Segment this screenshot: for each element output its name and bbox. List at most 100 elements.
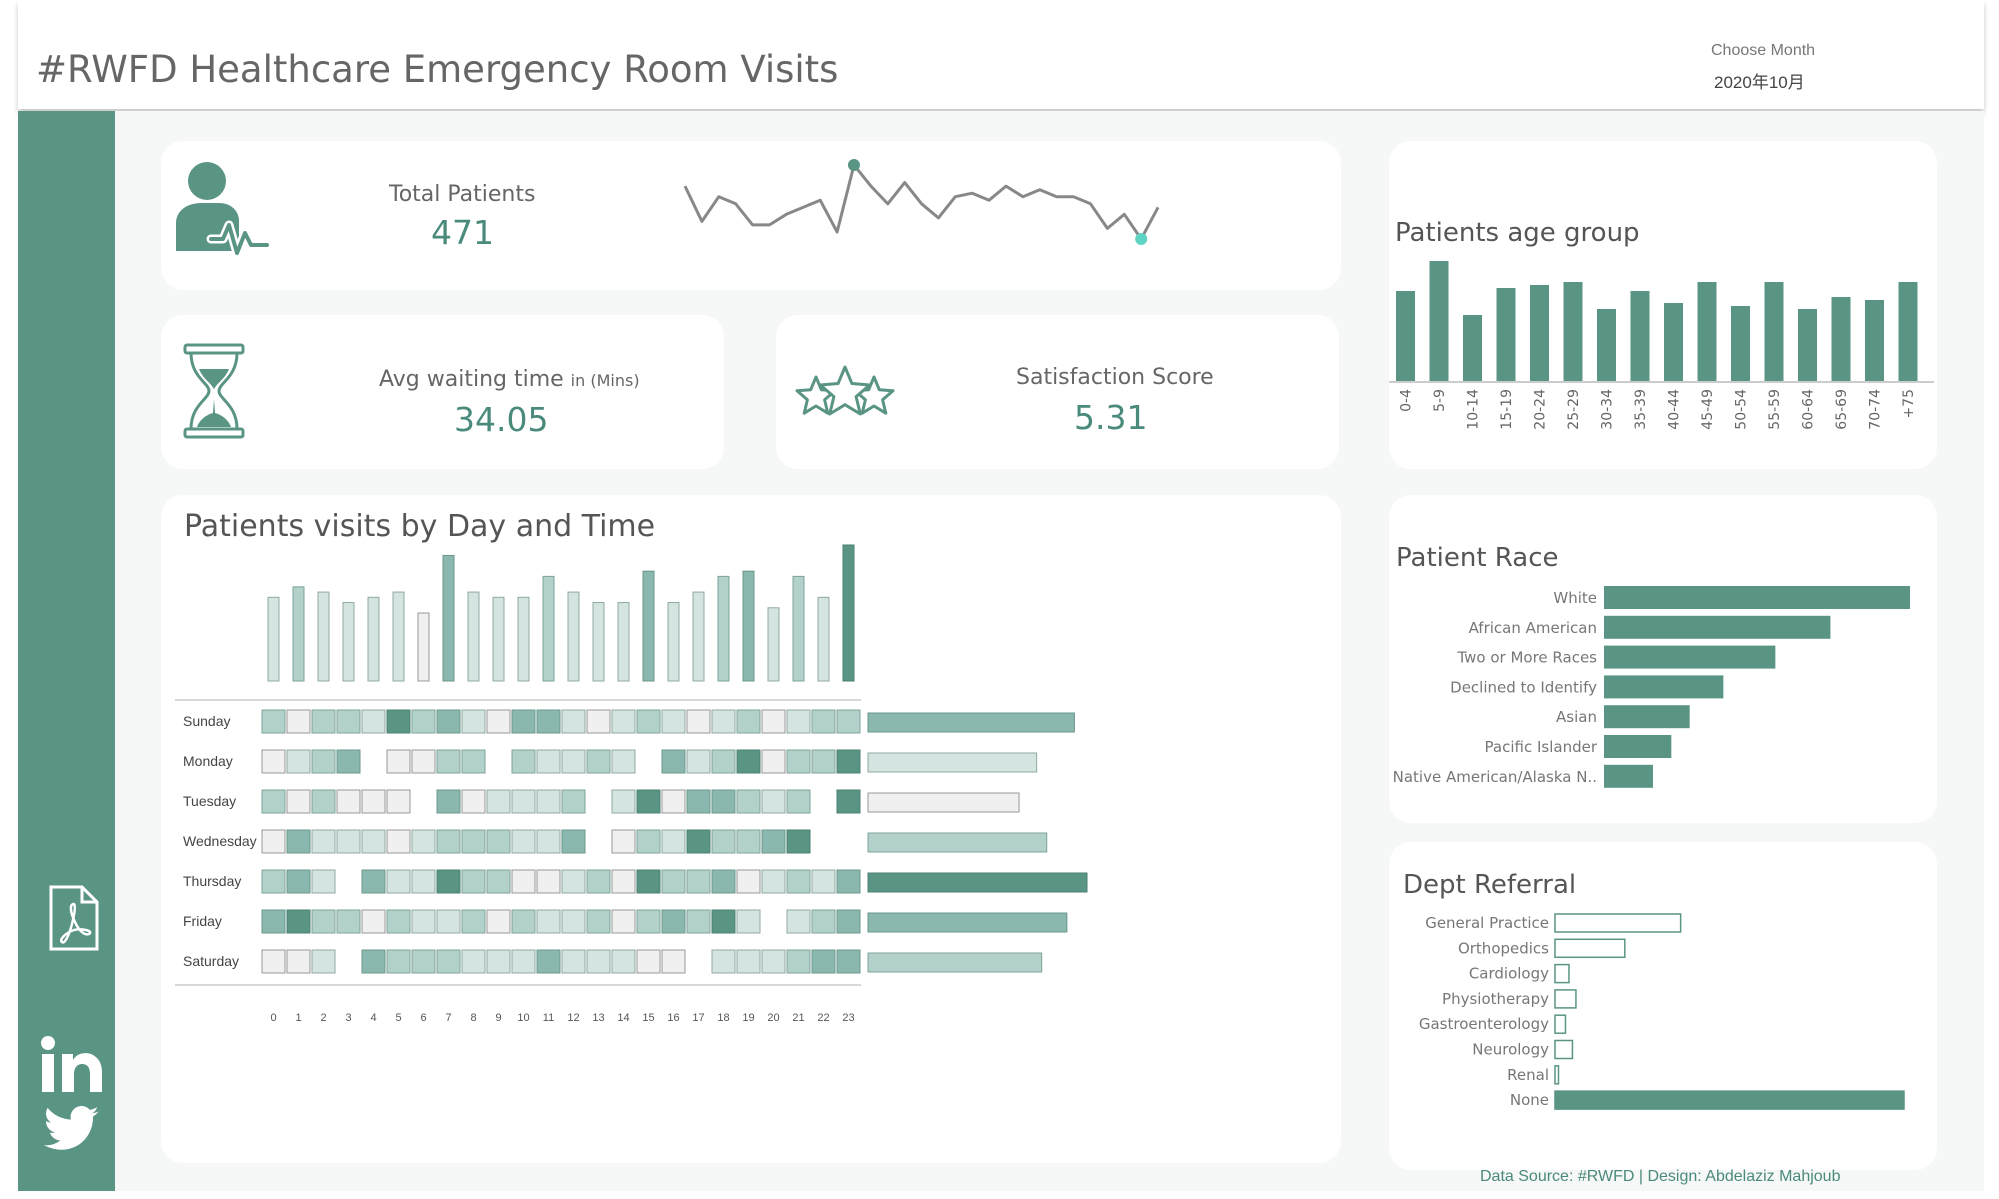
heatmap-cell (636, 789, 661, 814)
age-group-chart: 0-4 5-9 10-14 15-19 20-24 25-29 30-34 35-39 40-4… (1389, 261, 1934, 430)
heatmap-cell (611, 749, 636, 774)
hour-tick-label: 22 (817, 1012, 829, 1024)
heatmap-cell (311, 789, 336, 814)
hour-tick-label: 7 (445, 1012, 451, 1024)
heatmap-cell (386, 829, 411, 854)
heatmap-cell (311, 829, 336, 854)
day-total-bar (867, 712, 1075, 733)
total-patients-label: Total Patients (389, 182, 536, 207)
heatmap-cell (786, 749, 811, 774)
footer-credits: Data Source: #RWFD | Design: Abdelaziz M… (1480, 1168, 1841, 1185)
heatmap-cell (511, 709, 536, 734)
race-label: Pacific Islander (1485, 738, 1598, 756)
stars-icon (795, 365, 895, 416)
heatmap-cell (311, 949, 336, 974)
heatmap-cell (486, 869, 511, 894)
day-total-bar (867, 792, 1020, 813)
dept-referral-title: Dept Referral (1403, 870, 1577, 900)
heatmap-cell (311, 709, 336, 734)
avg-waiting-title: Avg waiting time (379, 367, 564, 392)
total-patients-value: 471 (431, 213, 494, 252)
dept-bar (1554, 1090, 1905, 1110)
heatmap-cell (686, 749, 711, 774)
hour-tick-label: 19 (742, 1012, 754, 1024)
heatmap-cell (736, 869, 761, 894)
age-tick-label: 35-39 (1633, 389, 1649, 430)
heatmap-cell (411, 869, 436, 894)
age-bar (1798, 309, 1817, 381)
day-label: Saturday (183, 953, 239, 969)
heatmap-cell (761, 789, 786, 814)
heatmap-cell (336, 909, 361, 934)
heatmap-cell (511, 869, 536, 894)
heatmap-cell (486, 949, 511, 974)
heatmap-cell (736, 949, 761, 974)
hour-total-bar (817, 596, 830, 682)
heatmap-cell (661, 789, 686, 814)
dept-bar (1554, 963, 1570, 984)
month-filter-select[interactable]: 2020年10月 (1714, 73, 1805, 92)
heatmap-cell (386, 709, 411, 734)
age-tick-label: 30-34 (1600, 389, 1616, 430)
heatmap-cell (836, 869, 861, 894)
heatmap-cell (786, 909, 811, 934)
hour-tick-label: 6 (420, 1012, 426, 1024)
hour-total-bar (267, 596, 280, 682)
heatmap-cell (761, 949, 786, 974)
age-tick-label: 70-74 (1868, 389, 1884, 430)
heatmap-cell (461, 909, 486, 934)
heatmap-cell (536, 829, 561, 854)
pdf-icon[interactable] (48, 884, 100, 952)
linkedin-icon[interactable] (40, 1036, 106, 1094)
race-label: Two or More Races (1456, 649, 1597, 667)
heatmap-cell (511, 789, 536, 814)
day-label: Sunday (183, 713, 230, 729)
star-left-icon (795, 375, 837, 415)
heatmap-cell (586, 949, 611, 974)
hour-tick-label: 11 (543, 1012, 554, 1024)
hour-total-bar (767, 607, 780, 682)
age-tick-label: 45-49 (1700, 389, 1716, 430)
heatmap-cell (836, 709, 861, 734)
dept-bar (1554, 1065, 1560, 1085)
age-bar (1865, 300, 1884, 381)
age-tick-label: 0-4 (1399, 389, 1415, 412)
age-bar (1664, 303, 1683, 381)
heatmap-cell (736, 829, 761, 854)
hour-tick-label: 20 (767, 1012, 779, 1024)
age-bar (1764, 282, 1784, 381)
age-tick-label: 50-54 (1734, 389, 1750, 430)
heatmap-cell (686, 789, 711, 814)
twitter-icon[interactable] (44, 1106, 100, 1152)
heatmap-cell (836, 749, 861, 774)
heatmap-cell (261, 909, 286, 934)
hour-total-bar (442, 554, 455, 682)
hour-total-bar (542, 575, 555, 682)
hour-total-bar (592, 602, 605, 682)
heatmap-cell (561, 869, 586, 894)
hour-total-bar (792, 575, 805, 682)
heatmap-cell (511, 909, 536, 934)
heatmap-cell (561, 789, 586, 814)
age-bar (1496, 288, 1516, 381)
dept-label: Cardiology (1469, 965, 1549, 983)
heatmap-cell (811, 709, 836, 734)
heatmap-cell (386, 949, 411, 974)
dept-label: General Practice (1425, 914, 1549, 932)
hour-total-bar (517, 596, 530, 682)
heatmap-cell (411, 829, 436, 854)
heatmap-cell (611, 709, 636, 734)
sparkline-path (683, 163, 1160, 241)
heatmap-cell (436, 789, 461, 814)
age-bar (1630, 291, 1650, 381)
race-bar (1604, 615, 1831, 639)
heatmap-cell (486, 909, 511, 934)
heatmap-cell (836, 909, 861, 934)
hour-total-bar (417, 612, 430, 682)
heatmap-cell (611, 949, 636, 974)
heatmap-cell (586, 709, 611, 734)
age-tick-label: 55-59 (1767, 389, 1783, 430)
day-label: Tuesday (183, 793, 236, 809)
heatmap-cell (786, 789, 811, 814)
daily-patients-sparkline (683, 159, 1160, 245)
